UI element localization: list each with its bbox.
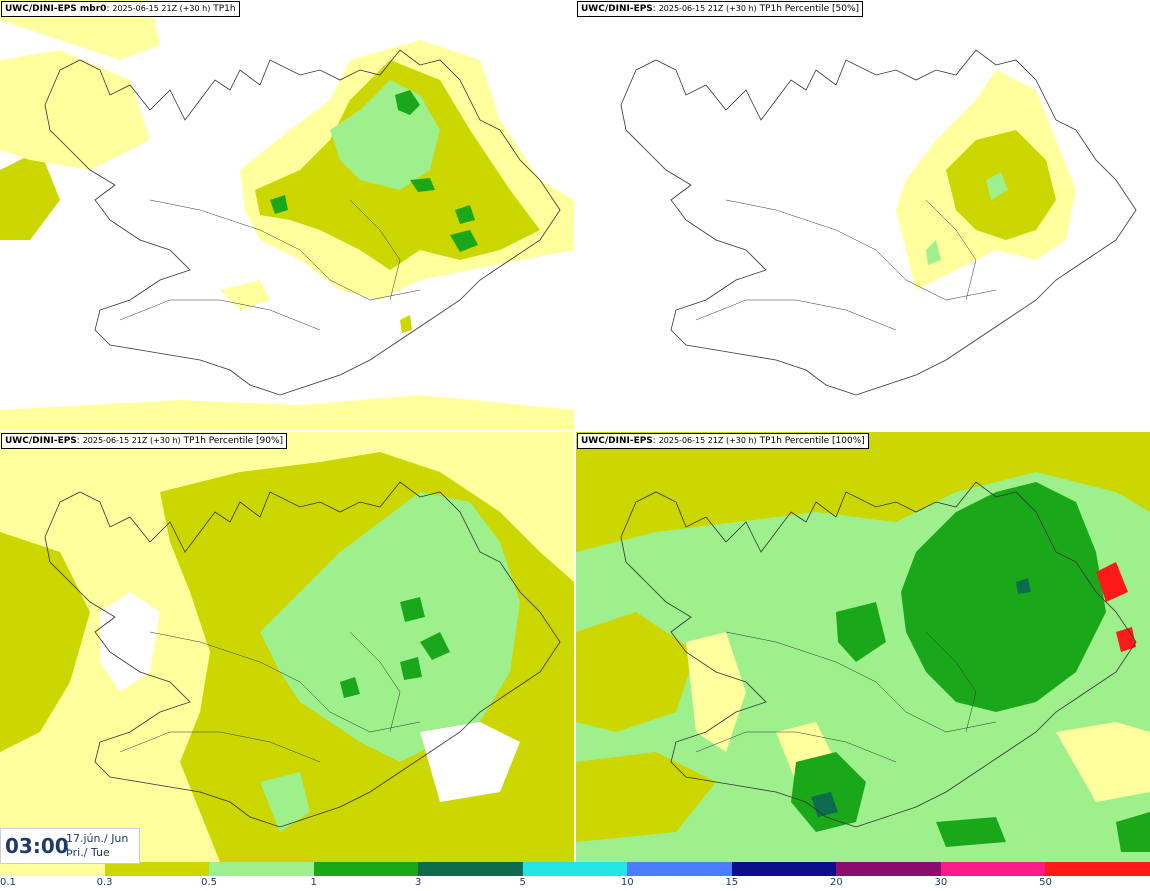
- colorbar-swatch: [1045, 862, 1150, 876]
- precip-field: [0, 0, 574, 430]
- colorbar-tick-label: 20: [829, 877, 843, 888]
- colorbar-tick-label: 0.1: [0, 877, 16, 888]
- colorbar-swatch: [940, 862, 1046, 876]
- coastline: [620, 49, 1137, 396]
- colorbar-ticks: 0.1 0.3 0.5 1 3 5 10 15 20 30 50: [0, 876, 1150, 891]
- precip-map: [0, 432, 574, 862]
- panel-title: UWC/DINI-EPS mbr0: 2025-06-15 21Z (+30 h…: [1, 1, 240, 17]
- colorbar-tick-label: 0.5: [201, 877, 218, 888]
- colorbar-tick-label: 15: [725, 877, 739, 888]
- map-panel-p90: UWC/DINI-EPS: 2025-06-15 21Z (+30 h) TP1…: [0, 432, 574, 862]
- valid-time: 03:00: [5, 834, 69, 858]
- colorbar-tick-label: 0.3: [96, 877, 113, 888]
- valid-time-box: 03:00 17.jún./ Jun Þri./ Tue: [0, 828, 140, 864]
- coastline: [44, 49, 561, 396]
- colorbar-tick-label: 50: [1039, 877, 1052, 888]
- map-panel-p50: UWC/DINI-EPS: 2025-06-15 21Z (+30 h) TP1…: [576, 0, 1150, 430]
- colorbar-tick-label: 1: [310, 877, 317, 888]
- colorbar-swatch: [0, 862, 105, 876]
- precip-field: [896, 70, 1076, 290]
- coastline: [620, 481, 1137, 828]
- precip-map: [0, 0, 574, 430]
- coastline: [44, 481, 561, 828]
- precip-colorbar: [0, 862, 1150, 876]
- colorbar-tick-label: 10: [620, 877, 634, 888]
- colorbar-swatch: [313, 862, 419, 876]
- panel-title: UWC/DINI-EPS: 2025-06-15 21Z (+30 h) TP1…: [1, 433, 288, 449]
- precip-map: [576, 432, 1150, 862]
- precip-field: [0, 432, 574, 862]
- colorbar-tick-label: 30: [934, 877, 948, 888]
- colorbar-swatch: [836, 862, 941, 876]
- colorbar-swatch: [209, 862, 314, 876]
- precip-field: [576, 432, 1150, 862]
- colorbar-swatch: [731, 862, 837, 876]
- map-panel-mbr0: UWC/DINI-EPS mbr0: 2025-06-15 21Z (+30 h…: [0, 0, 574, 430]
- panel-title: UWC/DINI-EPS: 2025-06-15 21Z (+30 h) TP1…: [577, 433, 869, 449]
- colorbar-tick-label: 5: [519, 877, 526, 888]
- colorbar-tick-label: 3: [414, 877, 422, 888]
- colorbar-swatch: [104, 862, 210, 876]
- precip-map: [620, 49, 1137, 396]
- date-line-2: Þri./ Tue: [66, 846, 110, 859]
- panel-title: UWC/DINI-EPS: 2025-06-15 21Z (+30 h) TP1…: [577, 1, 864, 17]
- colorbar-swatch: [627, 862, 732, 876]
- colorbar-swatch: [522, 862, 628, 876]
- map-panel-p100: UWC/DINI-EPS: 2025-06-15 21Z (+30 h) TP1…: [576, 432, 1150, 862]
- colorbar-swatch: [418, 862, 523, 876]
- date-line-1: 17.jún./ Jun: [66, 832, 129, 845]
- valid-date: 17.jún./ Jun Þri./ Tue: [66, 832, 128, 860]
